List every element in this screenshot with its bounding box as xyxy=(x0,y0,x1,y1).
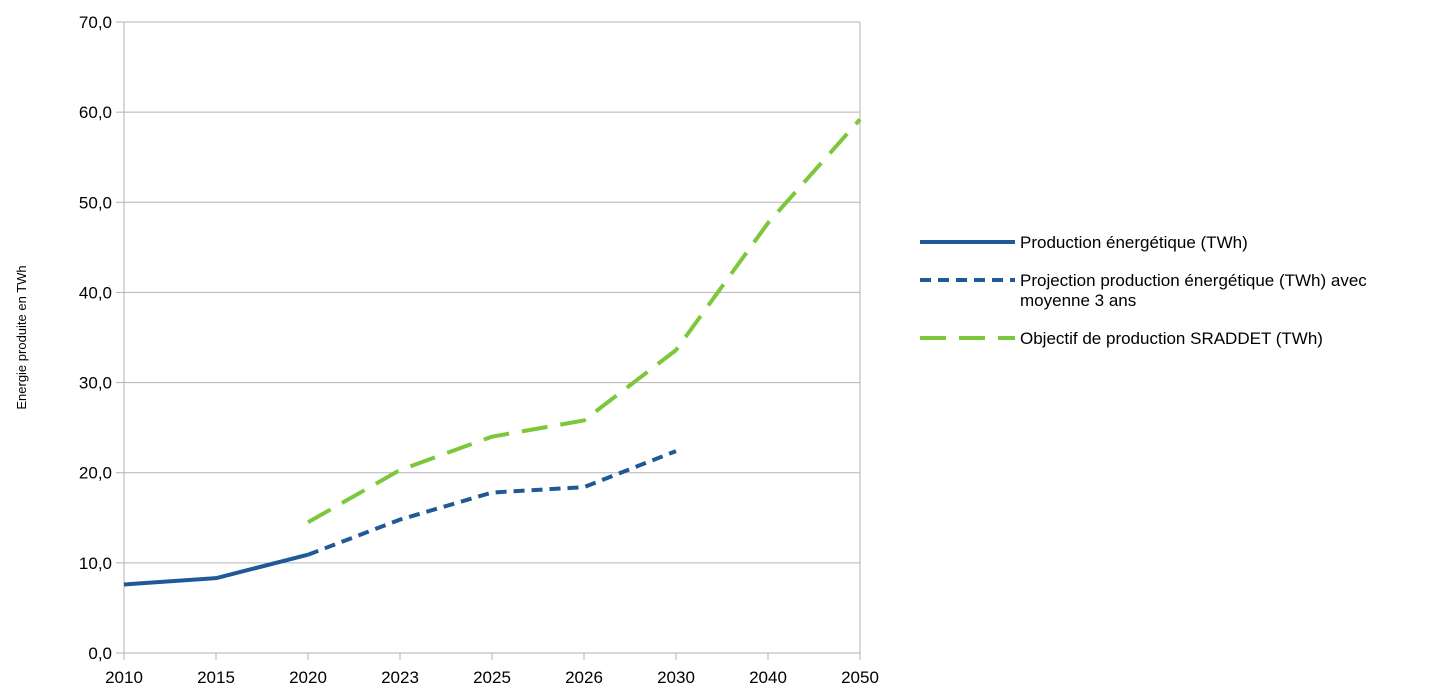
y-tick-label: 10,0 xyxy=(79,554,112,573)
y-tick-labels: 0,0 10,0 20,0 30,0 40,0 50,0 60,0 70,0 xyxy=(79,13,112,663)
x-tick-label: 2040 xyxy=(749,668,787,687)
y-tick-label: 30,0 xyxy=(79,374,112,393)
series-line-3 xyxy=(307,118,862,525)
x-tick-label: 2050 xyxy=(841,668,879,687)
x-tick-label: 2030 xyxy=(657,668,695,687)
y-tick-label: 60,0 xyxy=(79,103,112,122)
y-tick-label: 50,0 xyxy=(79,193,112,212)
x-tick-label: 2023 xyxy=(381,668,419,687)
series-line-2 xyxy=(307,449,677,557)
series-lines xyxy=(123,118,862,587)
legend-label-2: moyenne 3 ans xyxy=(1020,291,1136,310)
y-tick-label: 70,0 xyxy=(79,13,112,32)
y-tick-label: 40,0 xyxy=(79,283,112,302)
x-tick-label: 2026 xyxy=(565,668,603,687)
x-tick-label: 2010 xyxy=(105,668,143,687)
x-tick-label: 2020 xyxy=(289,668,327,687)
axes xyxy=(116,21,861,660)
legend-label-3: Objectif de production SRADDET (TWh) xyxy=(1020,329,1323,348)
legend: Production énergétique (TWh) Projection p… xyxy=(920,233,1367,348)
y-tick-label: 0,0 xyxy=(88,644,112,663)
series-line-1 xyxy=(123,552,309,587)
x-tick-label: 2015 xyxy=(197,668,235,687)
y-axis-label: Energie produite en TWh xyxy=(14,265,29,409)
legend-label-2: Projection production énergétique (TWh) … xyxy=(1020,271,1367,290)
grid xyxy=(124,21,860,654)
x-tick-label: 2025 xyxy=(473,668,511,687)
y-tick-label: 20,0 xyxy=(79,464,112,483)
x-tick-labels: 2010 2015 2020 2023 2025 2026 2030 2040 2050 xyxy=(105,668,879,687)
legend-label-1: Production énergétique (TWh) xyxy=(1020,233,1248,252)
